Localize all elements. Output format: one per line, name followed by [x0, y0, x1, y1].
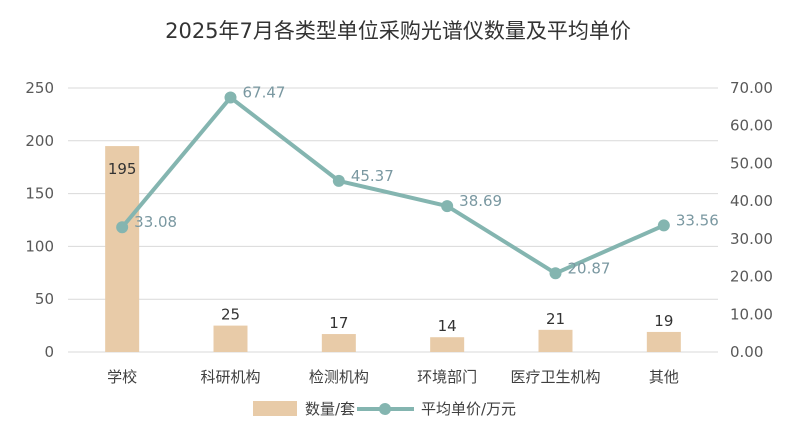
- bar-2: [321, 334, 356, 352]
- bar-0: [105, 146, 140, 352]
- line-label-2: 45.37: [351, 167, 394, 185]
- bar-label-0: 195: [108, 160, 137, 178]
- legend-bar-label: 数量/套: [305, 400, 355, 418]
- category-label-2: 检测机构: [309, 368, 369, 386]
- category-label-5: 其他: [649, 368, 679, 386]
- right-tick-label-0: 0.00: [730, 343, 763, 361]
- line-point-2: [332, 174, 345, 187]
- left-tick-label-2: 100: [25, 237, 54, 255]
- bar-label-2: 17: [329, 314, 348, 332]
- category-labels: 学校 科研机构 检测机构 环境部门 医疗卫生机构 其他: [107, 368, 679, 386]
- gridlines: [68, 87, 718, 353]
- line-label-3: 38.69: [459, 192, 502, 210]
- right-tick-label-1: 10.00: [730, 305, 773, 323]
- line-label-4: 20.87: [568, 259, 611, 277]
- legend-bar-swatch: [253, 401, 297, 416]
- chart-title: 2025年7月各类型单位采购光谱仪数量及平均单价: [165, 19, 631, 43]
- right-tick-label-3: 30.00: [730, 230, 773, 248]
- line-label-0: 33.08: [134, 213, 177, 231]
- line-point-0: [116, 221, 129, 234]
- category-label-0: 学校: [107, 368, 137, 386]
- left-tick-label-3: 150: [25, 185, 54, 203]
- category-label-3: 环境部门: [417, 368, 477, 386]
- line-point-1: [224, 91, 237, 104]
- legend: 数量/套 平均单价/万元: [253, 400, 516, 418]
- bar-5: [646, 331, 681, 352]
- bar-label-5: 19: [654, 312, 673, 330]
- bar-1: [213, 325, 248, 352]
- right-tick-label-5: 50.00: [730, 154, 773, 172]
- left-tick-label-4: 200: [25, 132, 54, 150]
- bar-label-4: 21: [546, 310, 565, 328]
- bar-4: [538, 329, 573, 352]
- bar-3: [430, 337, 465, 352]
- category-label-4: 医疗卫生机构: [510, 368, 600, 386]
- right-tick-label-2: 20.00: [730, 268, 773, 286]
- right-tick-label-6: 60.00: [730, 117, 773, 135]
- bar-label-1: 25: [221, 306, 240, 324]
- left-tick-label-1: 50: [35, 290, 54, 308]
- bars: [105, 146, 681, 352]
- line-series: [116, 91, 670, 280]
- right-tick-label-4: 40.00: [730, 192, 773, 210]
- category-label-1: 科研机构: [200, 368, 260, 386]
- line-point-4: [549, 267, 562, 280]
- left-tick-label-5: 250: [25, 79, 54, 97]
- bar-label-3: 14: [438, 317, 457, 335]
- bar-data-labels: 195 25 17 14 21 19: [108, 160, 674, 335]
- legend-line-label: 平均单价/万元: [421, 400, 516, 418]
- line-point-5: [657, 219, 670, 232]
- line-point-3: [441, 200, 454, 213]
- price-line: [120, 95, 665, 276]
- left-tick-label-0: 0: [44, 343, 54, 361]
- right-axis-ticks: 0.00 10.00 20.00 30.00 40.00 50.00 60.00 70.00: [730, 79, 773, 361]
- line-data-labels: 33.08 67.47 45.37 38.69 20.87 33.56: [134, 84, 719, 278]
- line-label-5: 33.56: [676, 211, 719, 229]
- right-tick-label-7: 70.00: [730, 79, 773, 97]
- legend-line-marker: [379, 403, 391, 415]
- left-axis-ticks: 0 50 100 150 200 250: [25, 79, 54, 361]
- line-label-1: 67.47: [243, 84, 286, 102]
